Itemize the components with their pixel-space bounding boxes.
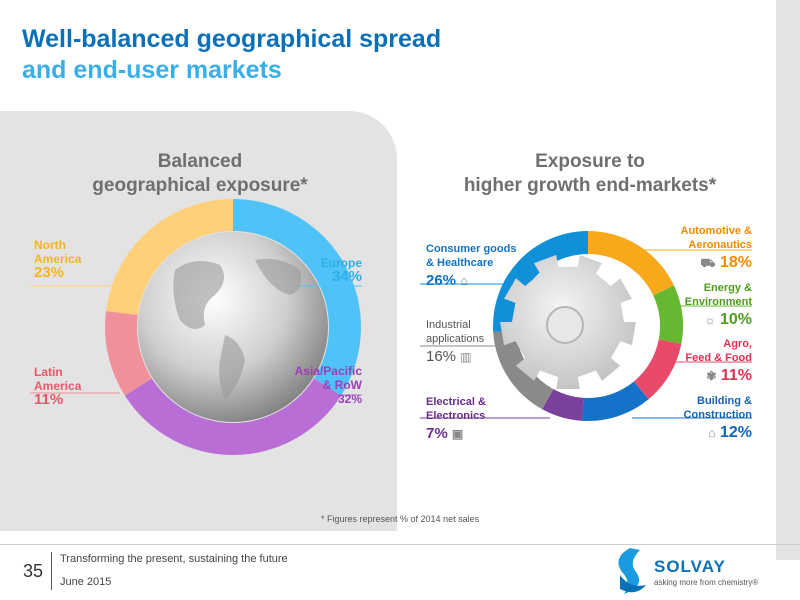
wheat-icon: ✾ [706, 369, 717, 383]
energy-pct: 10% [719, 311, 752, 328]
north-pct: 23% [34, 264, 65, 281]
north-line-2: America [34, 252, 82, 266]
market-title-line-2: higher growth end-markets* [463, 175, 717, 196]
leader-lines [30, 249, 752, 419]
market-chart-title: Exposure to higher growth end-markets* [420, 150, 760, 198]
car-icon: ⛟ [700, 256, 716, 270]
footer-separator [51, 552, 52, 590]
energy-line-1: Energy & [703, 282, 752, 294]
market-slice-building-construction [582, 381, 649, 421]
globe-continent-south [219, 335, 245, 400]
right-edge-bar [776, 0, 800, 560]
agro-pct: 11% [720, 367, 752, 384]
automotive-line-1: Automotive & [680, 225, 753, 237]
automotive-line-2: Aeronautics [688, 239, 752, 251]
logo-wordmark: SOLVAY [654, 557, 726, 576]
geo-title-line-2: geographical exposure* [92, 175, 308, 196]
globe-continent-americas [173, 261, 224, 329]
geo-slice-europe [233, 199, 361, 396]
consumer-line-2: & Healthcare [426, 257, 494, 269]
building-pct: 12% [719, 424, 752, 441]
electrical-line-1: Electrical & [426, 396, 486, 408]
building-line-1: Building & [697, 395, 752, 407]
market-slice-electrical-electronics [542, 389, 584, 421]
label-automotive: Automotive & Aeronautics ⛟ 18% [640, 224, 753, 271]
geo-chart-title: Balanced geographical exposure* [40, 150, 360, 198]
industrial-pct: 16% [426, 348, 457, 365]
latin-pct: 11% [34, 391, 64, 408]
label-europe: Europe 34% [290, 256, 362, 284]
title-line-2: and end-user markets [22, 56, 282, 84]
asia-line-1: Asia/Pacific [294, 364, 362, 378]
agro-line-2: Feed & Food [685, 352, 752, 364]
asia-line-2: & RoW [322, 378, 362, 392]
industrial-line-1: Industrial [426, 319, 471, 331]
agro-line-1: Agro, [723, 338, 752, 350]
logo-tagline: asking more from chemistry® [654, 578, 759, 587]
electrical-pct: 7% [426, 425, 448, 442]
market-slice-agro-feed-food [633, 339, 682, 400]
chip-icon: ▣ [451, 427, 464, 441]
energy-line-2: Environment [684, 296, 752, 308]
geo-slice-latin-america [105, 310, 152, 396]
north-line-1: North [34, 238, 66, 252]
house-icon: ⌂ [708, 426, 716, 440]
industrial-line-2: applications [426, 333, 485, 345]
page-title: Well-balanced geographical spread and en… [22, 24, 441, 86]
label-agro: Agro, Feed & Food ✾ 11% [640, 337, 752, 384]
factory-icon: ▥ [460, 350, 472, 364]
footer-date: June 2015 [60, 576, 112, 588]
market-title-line-1: Exposure to [535, 151, 645, 172]
page-number: 35 [23, 561, 44, 581]
label-consumer: Consumer goods & Healthcare 26% ⌂ [426, 242, 516, 288]
bottle-icon: ⌂ [460, 273, 469, 288]
title-line-1: Well-balanced geographical spread [22, 25, 442, 53]
geo-slice-north-america [106, 199, 233, 315]
label-asia: Asia/Pacific & RoW 32% [272, 364, 362, 406]
label-industrial: Industrial applications 16% ▥ [426, 318, 484, 364]
electrical-line-2: Electronics [426, 410, 486, 422]
europe-line-1: Europe [320, 256, 362, 270]
europe-pct: 34% [331, 268, 362, 285]
geo-title-line-1: Balanced [157, 151, 243, 172]
geo-donut [105, 199, 361, 455]
market-slice-automotive-aeronautics [588, 231, 674, 296]
label-energy: Energy & Environment ☼ 10% [640, 281, 752, 328]
gear-hub [546, 306, 584, 344]
label-building: Building & Construction ⌂ 12% [640, 394, 752, 441]
label-latin-america: Latin America 11% [34, 365, 81, 407]
latin-line-1: Latin [34, 365, 63, 379]
footnote: * Figures represent % of 2014 net sales [321, 514, 480, 524]
gear-illustration [500, 255, 636, 389]
geo-slice-asia-pacific-row [124, 378, 342, 455]
asia-pct: 32% [337, 392, 362, 406]
footer-divider [0, 544, 800, 545]
consumer-pct: 26% [426, 272, 457, 289]
label-north-america: North America 23% [34, 238, 81, 280]
globe-illustration [138, 232, 328, 422]
globe-continent-europe [255, 258, 302, 295]
building-line-2: Construction [683, 409, 752, 421]
footer-slogan: Transforming the present, sustaining the… [60, 553, 288, 565]
consumer-line-1: Consumer goods [426, 243, 517, 255]
automotive-pct: 18% [719, 254, 752, 271]
label-electrical: Electrical & Electronics 7% ▣ [426, 395, 486, 441]
latin-line-2: America [34, 379, 82, 393]
solar-panel-icon: ☼ [704, 313, 716, 327]
market-slice-energy-environment [653, 285, 683, 344]
